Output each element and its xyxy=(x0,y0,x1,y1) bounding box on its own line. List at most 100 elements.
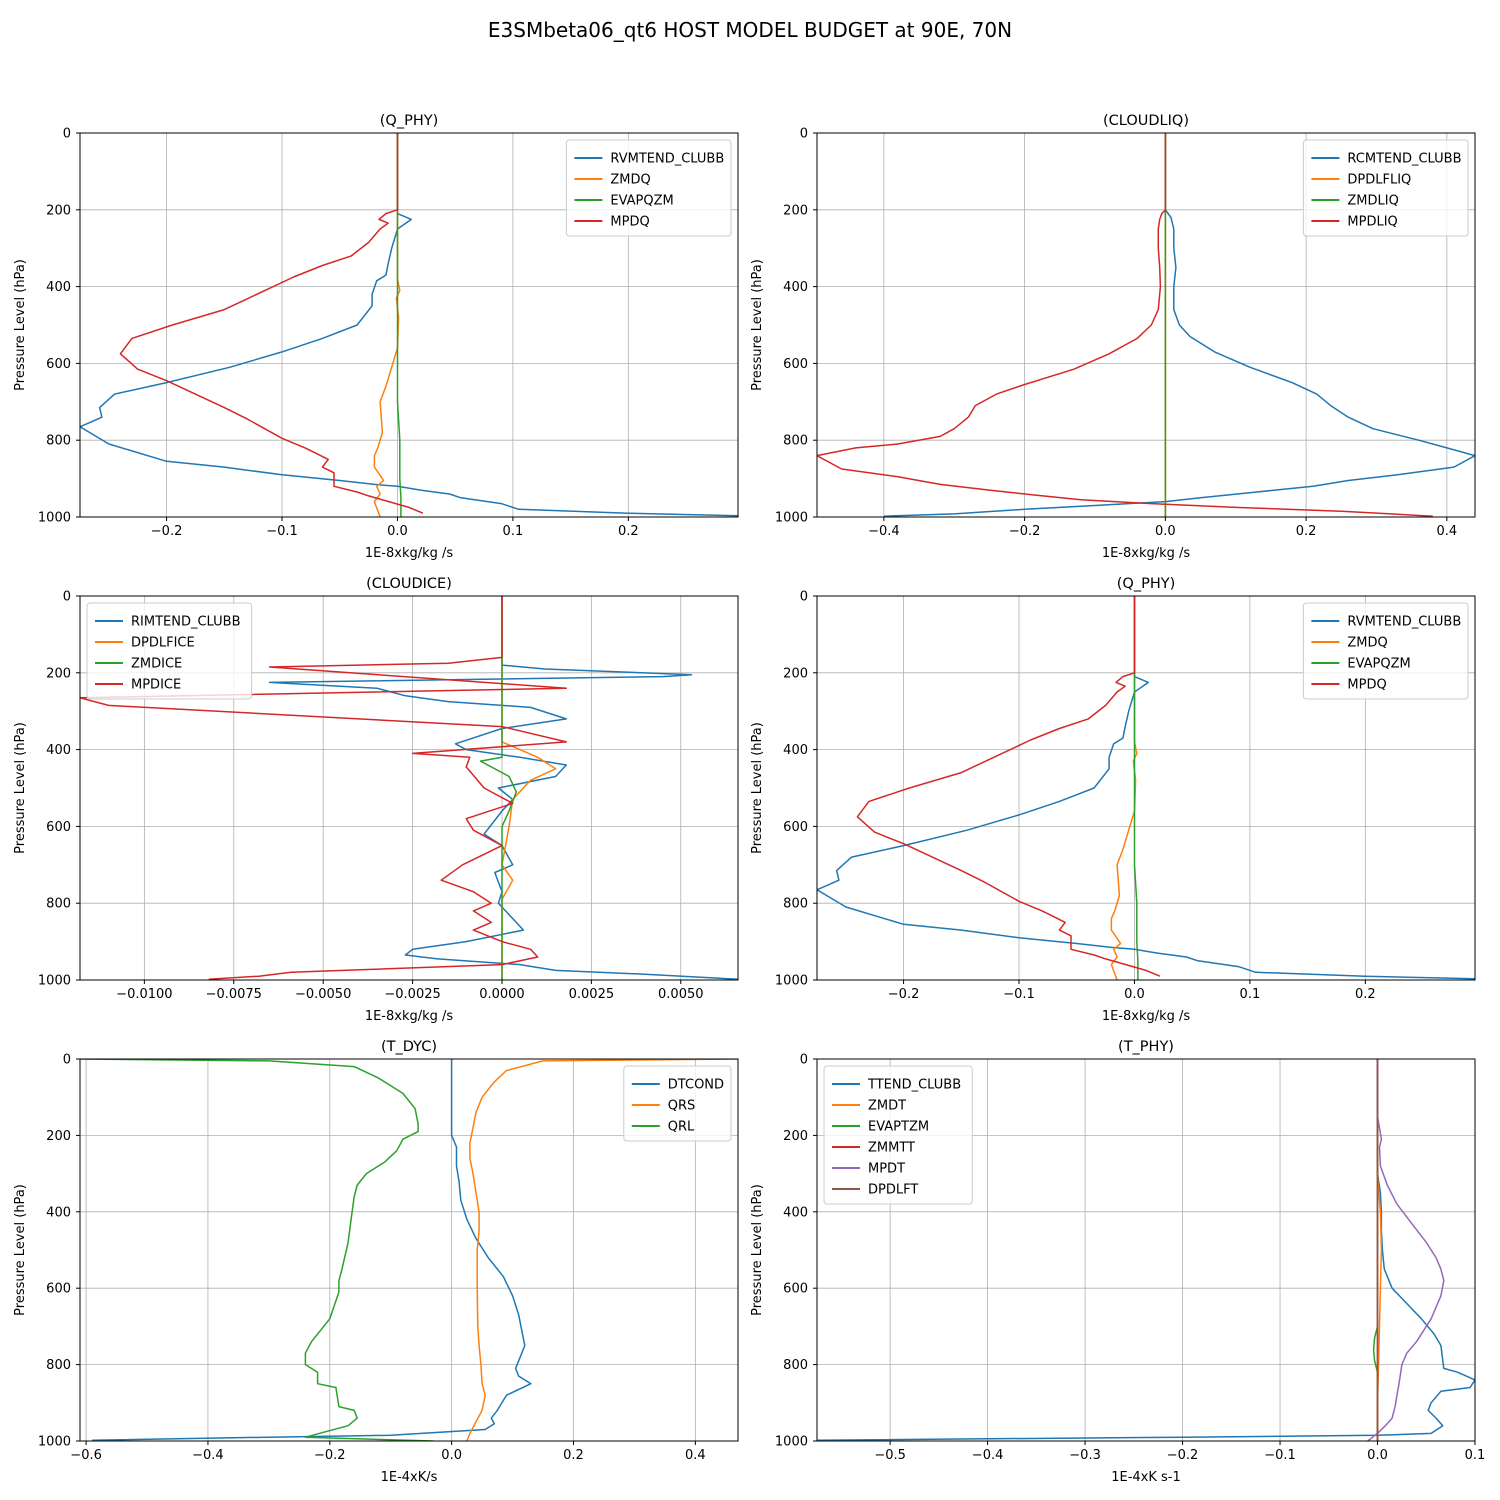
x-axis-label: 1E-8xkg/kg /s xyxy=(365,1009,454,1024)
series-line-dpdlfice xyxy=(501,596,557,980)
series-line-mpdt xyxy=(1367,1059,1445,1441)
legend-entry: QRL xyxy=(668,1120,695,1135)
legend-entry: DPDLFICE xyxy=(131,636,195,651)
axes-frame xyxy=(816,595,1476,981)
series-line-zmdq xyxy=(373,133,401,517)
x-tick-label: 0.0 xyxy=(1155,524,1176,539)
legend: DTCOND QRS QRL xyxy=(623,1065,732,1142)
series-line-mpdq xyxy=(119,133,424,514)
series-group xyxy=(80,133,738,517)
series-line-zmdice xyxy=(479,596,518,980)
x-tick-label: 0.0 xyxy=(1367,1448,1388,1463)
panel-6: −0.5 −0.4 −0.3 −0.2 −0.1 0.0 0.1 0 200 400 600 800 1… xyxy=(750,1039,1485,1485)
y-axis-label: Pressure Level (hPa) xyxy=(13,722,28,854)
x-tick-label: 0.0 xyxy=(387,524,408,539)
panel-title: (T_PHY) xyxy=(1118,1039,1174,1055)
y-axis-label: Pressure Level (hPa) xyxy=(13,259,28,391)
series-line-dtcond xyxy=(92,1059,532,1441)
legend-entry: RVMTEND_CLUBB xyxy=(1347,615,1461,630)
series-group xyxy=(817,133,1475,517)
panel-title: (CLOUDLIQ) xyxy=(1103,113,1189,129)
series-line-rvmtend-clubb xyxy=(817,596,1475,980)
panel-3: −0.0100 −0.0075 −0.0050 −0.0025 0.0000 0.0025… xyxy=(13,576,739,1024)
x-tick-label: 0.1 xyxy=(1465,1448,1486,1463)
legend-box xyxy=(1302,139,1469,237)
legend-entry: DPDLFT xyxy=(868,1183,918,1198)
figure-suptitle: E3SMbeta06_qt6 HOST MODEL BUDGET at 90E,… xyxy=(488,18,1012,42)
x-tick-label: 0.1 xyxy=(1240,987,1261,1002)
y-tick-label: 1000 xyxy=(38,511,71,526)
y-axis-label: Pressure Level (hPa) xyxy=(750,259,765,391)
legend-box xyxy=(1302,602,1469,700)
legend-entry: QRS xyxy=(668,1099,696,1114)
legend-entry: RVMTEND_CLUBB xyxy=(610,152,724,167)
legend-entry: TTEND_CLUBB xyxy=(867,1078,961,1093)
legend-entry: EVAPQZM xyxy=(1347,657,1410,672)
y-tick-label: 800 xyxy=(46,897,71,912)
axes-frame xyxy=(816,1058,1476,1442)
legend-entry: ZMDT xyxy=(868,1099,906,1114)
series-line-evapqzm xyxy=(1133,596,1139,980)
series-line-evapqzm xyxy=(396,133,402,517)
y-tick-label: 600 xyxy=(46,357,71,372)
series-line-mpdq xyxy=(856,596,1161,977)
series-group xyxy=(80,596,738,980)
x-tick-label: 0.4 xyxy=(1437,524,1458,539)
x-tick-label: −0.4 xyxy=(192,1448,224,1463)
x-tick-label: −0.0100 xyxy=(116,987,172,1002)
x-tick-label: −0.2 xyxy=(1167,1448,1199,1463)
legend-box xyxy=(565,139,732,237)
series-group xyxy=(80,1059,738,1441)
x-tick-label: −0.1 xyxy=(1264,1448,1296,1463)
series-line-zmdq xyxy=(1110,596,1138,980)
legend: TTEND_CLUBB ZMDT EVAPTZM ZMMTT MPDT DPDLFT xyxy=(823,1065,973,1205)
y-tick-label: 800 xyxy=(46,1358,71,1373)
legend-entry: EVAPTZM xyxy=(868,1120,929,1135)
y-tick-label: 0 xyxy=(63,1053,71,1068)
y-tick-label: 800 xyxy=(46,434,71,449)
y-tick-label: 200 xyxy=(46,203,71,218)
legend-entry: ZMDLIQ xyxy=(1347,194,1398,209)
legend-entry: ZMMTT xyxy=(868,1141,915,1156)
x-tick-label: −0.4 xyxy=(868,524,900,539)
x-tick-label: −0.0050 xyxy=(295,987,351,1002)
series-group xyxy=(817,596,1475,980)
legend-box xyxy=(86,602,253,700)
x-tick-label: 0.0025 xyxy=(569,987,615,1002)
legend-entry: DTCOND xyxy=(668,1078,724,1093)
y-tick-label: 0 xyxy=(63,590,71,605)
legend-entry: ZMDQ xyxy=(1347,636,1387,651)
x-axis-label: 1E-8xkg/kg /s xyxy=(1102,1009,1191,1024)
y-tick-label: 400 xyxy=(783,1205,808,1220)
series-line-rcmtend-clubb xyxy=(883,133,1475,517)
y-axis-label: Pressure Level (hPa) xyxy=(13,1184,28,1316)
y-tick-label: 600 xyxy=(783,820,808,835)
legend-entry: MPDICE xyxy=(131,678,181,693)
legend-entry: ZMDQ xyxy=(610,173,650,188)
x-tick-label: 0.4 xyxy=(685,1448,706,1463)
y-tick-label: 400 xyxy=(783,280,808,295)
y-axis-label: Pressure Level (hPa) xyxy=(750,1184,765,1316)
panel-2: −0.4 −0.2 0.0 0.2 0.4 0 200 400 600 800 1000 (CLOUD… xyxy=(750,113,1476,561)
x-tick-label: −0.4 xyxy=(972,1448,1004,1463)
series-line-rimtend-clubb xyxy=(268,596,738,980)
series-line-mpdliq xyxy=(817,133,1433,517)
x-tick-label: 0.0000 xyxy=(479,987,525,1002)
y-tick-label: 1000 xyxy=(775,511,808,526)
y-tick-label: 400 xyxy=(46,280,71,295)
panel-title: (Q_PHY) xyxy=(1117,576,1175,592)
y-tick-label: 1000 xyxy=(775,974,808,989)
x-tick-label: −0.0025 xyxy=(384,987,440,1002)
legend: RIMTEND_CLUBB DPDLFICE ZMDICE MPDICE xyxy=(86,602,253,700)
legend-entry: RCMTEND_CLUBB xyxy=(1347,152,1461,167)
y-tick-label: 1000 xyxy=(38,1435,71,1450)
y-tick-label: 600 xyxy=(783,1282,808,1297)
x-axis-label: 1E-4xK/s xyxy=(381,1470,438,1485)
x-tick-label: 0.2 xyxy=(618,524,639,539)
x-tick-label: 0.0 xyxy=(1124,987,1145,1002)
legend-entry: MPDT xyxy=(868,1162,905,1177)
x-tick-label: −0.1 xyxy=(266,524,298,539)
y-tick-label: 800 xyxy=(783,897,808,912)
y-axis-label: Pressure Level (hPa) xyxy=(750,722,765,854)
